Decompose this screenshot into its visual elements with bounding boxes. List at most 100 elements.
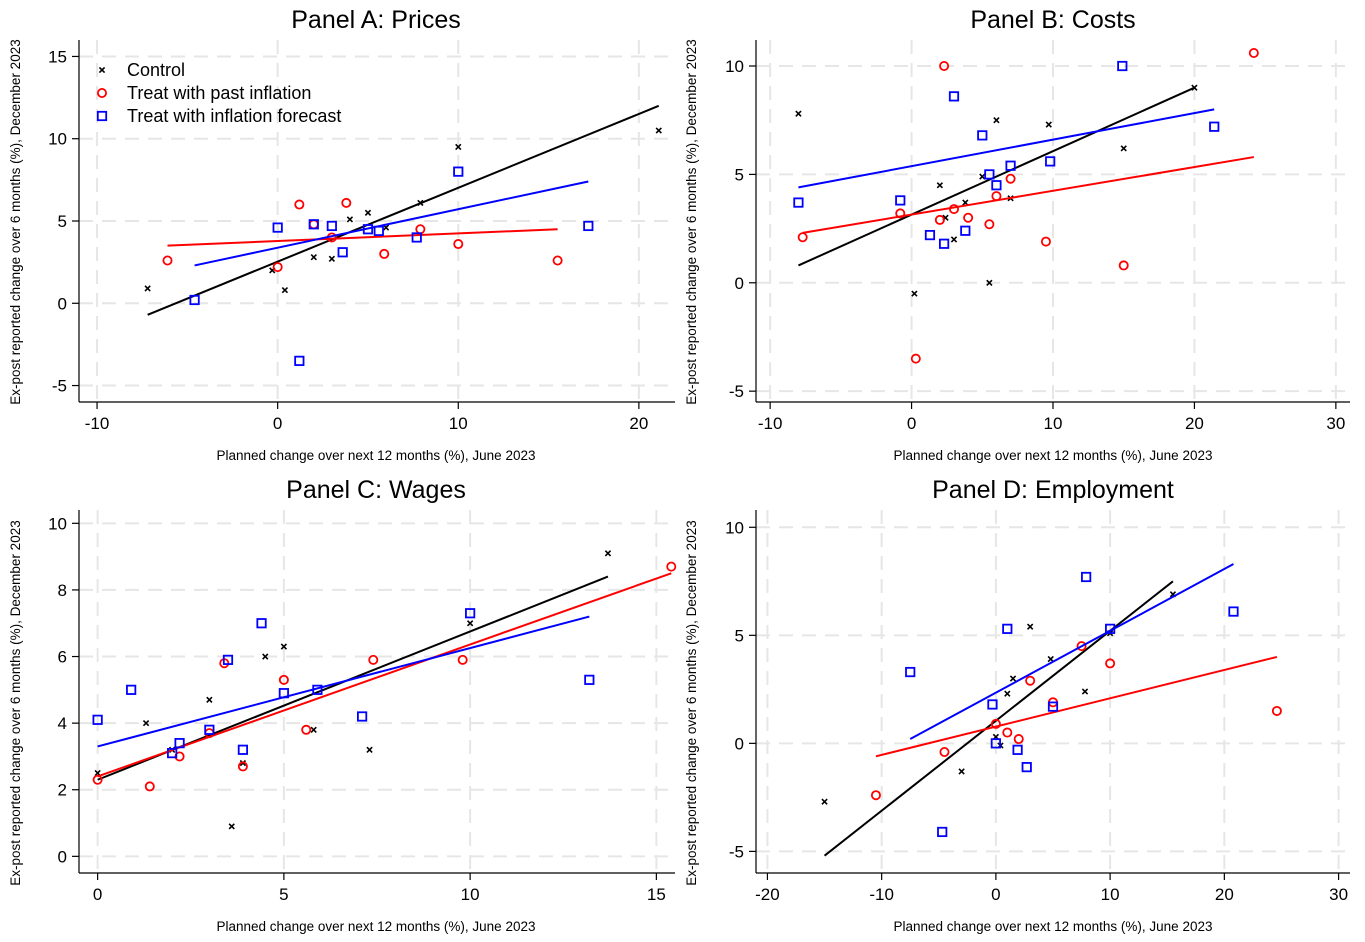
- y-axis-label: Ex-post reported change over 6 months (%…: [8, 520, 23, 885]
- point-forecast: [453, 166, 464, 177]
- panel-title: Panel C: Wages: [286, 476, 466, 504]
- x-tick-label: -10: [758, 414, 783, 433]
- axes: -10 0 10 20 30 -5 0 5 10: [725, 40, 1350, 433]
- point-control: [1045, 121, 1052, 128]
- point-control: [206, 696, 213, 703]
- y-tick-label: 5: [735, 626, 744, 645]
- y-axis-label: Ex-post reported change over 6 months (%…: [684, 520, 699, 885]
- point-past: [457, 654, 468, 665]
- point-past: [991, 191, 1002, 202]
- x-tick-label: 10: [449, 414, 468, 433]
- point-control: [795, 110, 802, 117]
- point-past: [1013, 734, 1024, 745]
- x-tick-label: 0: [907, 414, 916, 433]
- point-forecast: [1002, 623, 1013, 634]
- panel-a-prices: Panel A: Prices Planned change over next…: [8, 6, 675, 463]
- point-forecast: [990, 738, 1001, 749]
- axes: 0 5 10 15 0 2 4 6 8 10: [48, 510, 675, 904]
- legend-marker-square-icon: [96, 110, 108, 122]
- point-forecast: [126, 684, 137, 695]
- legend-item-inflation-forecast: Treat with inflation forecast: [96, 106, 341, 126]
- point-forecast: [237, 744, 248, 755]
- point-past: [272, 262, 283, 273]
- point-forecast: [1012, 744, 1023, 755]
- y-tick-label: -5: [729, 842, 744, 861]
- legend-marker-circle-icon: [97, 88, 108, 99]
- point-forecast: [174, 738, 185, 749]
- point-control: [281, 286, 289, 294]
- series-past: [797, 48, 1259, 364]
- point-past: [1005, 173, 1016, 184]
- point-past: [963, 212, 974, 223]
- point-past: [1105, 658, 1116, 669]
- x-tick-label: 0: [93, 885, 102, 904]
- x-tick-label: 5: [279, 885, 288, 904]
- point-control: [417, 199, 424, 207]
- point-forecast: [189, 294, 200, 306]
- grid: [756, 510, 1350, 873]
- legend-label: Treat with inflation forecast: [127, 106, 341, 126]
- point-past: [939, 61, 950, 72]
- point-forecast: [991, 180, 1002, 191]
- point-forecast: [373, 225, 384, 236]
- point-forecast: [793, 197, 804, 208]
- point-past: [934, 214, 945, 225]
- point-past: [237, 761, 248, 772]
- point-past: [162, 255, 173, 266]
- legend-label: Treat with past inflation: [127, 83, 311, 103]
- point-forecast: [1047, 701, 1059, 712]
- point-past: [870, 790, 881, 801]
- series-control: [795, 84, 1198, 297]
- point-past: [990, 718, 1001, 729]
- point-past: [1248, 48, 1259, 59]
- y-tick-label: 15: [48, 47, 67, 66]
- point-control: [821, 798, 828, 805]
- point-control: [280, 643, 288, 650]
- point-control: [144, 285, 151, 292]
- point-control: [310, 726, 317, 733]
- x-tick-label: -10: [85, 414, 110, 433]
- point-forecast: [895, 195, 906, 206]
- axes: -20 -10 0 10 20 30 -5 0 5 10: [725, 510, 1350, 904]
- point-control: [455, 143, 462, 151]
- legend-marker-past: [97, 88, 108, 99]
- y-tick-label: 0: [735, 734, 744, 753]
- legend-item-control: Control: [98, 60, 185, 80]
- point-past: [1118, 260, 1129, 271]
- x-tick-label: -10: [869, 885, 894, 904]
- point-control: [604, 550, 612, 557]
- point-past: [278, 674, 289, 685]
- y-tick-label: 8: [58, 581, 67, 600]
- point-forecast: [984, 169, 995, 180]
- point-forecast: [1105, 623, 1116, 634]
- point-past: [1002, 727, 1013, 738]
- point-past: [895, 208, 906, 219]
- legend-marker-forecast: [96, 110, 108, 122]
- point-control: [911, 290, 918, 297]
- series-control: [821, 580, 1177, 857]
- x-tick-label: 10: [1044, 414, 1063, 433]
- point-control: [328, 255, 336, 263]
- fit-line-forecast: [798, 108, 1215, 189]
- series-forecast: [189, 166, 594, 366]
- point-forecast: [1045, 156, 1056, 167]
- point-forecast: [356, 711, 368, 722]
- fit-line-past: [167, 228, 558, 247]
- series-forecast: [793, 60, 1220, 249]
- point-past: [1040, 236, 1051, 247]
- legend: Control Treat with past inflation Treat …: [96, 60, 341, 126]
- point-control: [655, 127, 662, 134]
- point-forecast: [326, 220, 337, 232]
- point-control: [950, 236, 958, 243]
- x-tick-label: 10: [461, 885, 480, 904]
- x-tick-label: 15: [647, 885, 666, 904]
- point-past: [1271, 705, 1282, 716]
- point-forecast: [362, 224, 374, 235]
- point-forecast: [977, 130, 988, 141]
- point-forecast: [1228, 606, 1239, 617]
- point-forecast: [960, 225, 971, 236]
- x-tick-label: 0: [991, 885, 1000, 904]
- point-forecast: [924, 229, 936, 241]
- point-past: [92, 774, 103, 785]
